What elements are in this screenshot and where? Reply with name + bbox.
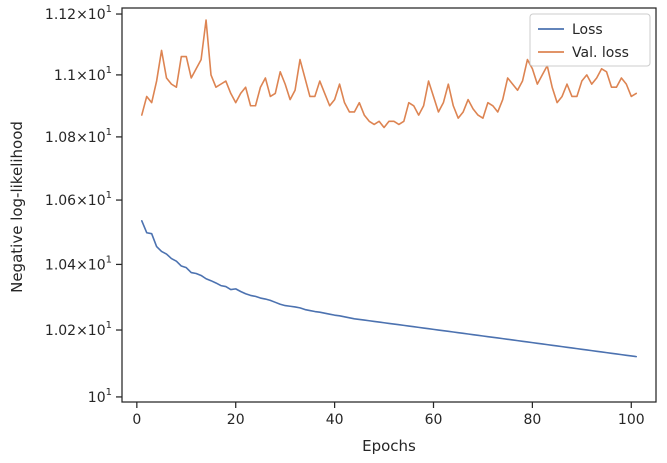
y-tick-label: 1.02×101 [45, 320, 112, 339]
y-tick-label: 1.06×101 [45, 190, 112, 209]
y-tick-label: 1.04×101 [45, 254, 112, 273]
x-tick-label: 20 [227, 412, 245, 428]
y-tick-label: 1.1×101 [54, 65, 112, 84]
y-axis-ticks: 101 1.02×101 1.04×101 1.06×101 1.08×101 1.1×1… [45, 4, 122, 406]
y-tick-label: 101 [88, 387, 112, 406]
legend-box [529, 13, 651, 67]
legend: Loss Val. loss [529, 13, 651, 67]
x-tick-label: 80 [523, 412, 541, 428]
series-line-loss [140, 220, 638, 358]
x-tick-label: 60 [425, 412, 443, 428]
legend-label: Val. loss [572, 45, 629, 61]
x-tick-label: 40 [326, 412, 344, 428]
legend-label: Loss [572, 22, 603, 38]
y-tick-label: 1.12×101 [45, 4, 112, 23]
x-axis-label: Epochs [362, 437, 416, 455]
y-axis-label: Negative log-likelihood [8, 121, 26, 293]
series-lines [140, 19, 638, 358]
x-tick-label: 100 [618, 412, 645, 428]
plot-area [121, 7, 657, 403]
series-line-val-loss [140, 19, 638, 129]
x-tick-label: 0 [132, 412, 141, 428]
y-tick-label: 1.08×101 [45, 127, 112, 146]
x-axis-ticks: 0 20 40 60 80 100 [132, 402, 645, 428]
